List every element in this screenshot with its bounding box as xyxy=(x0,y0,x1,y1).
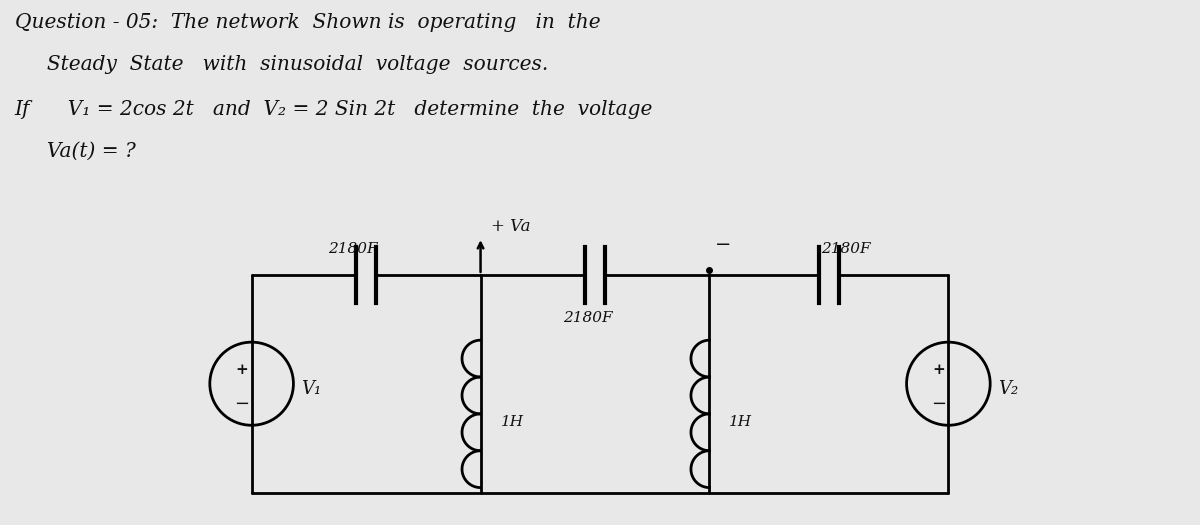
Text: V₁: V₁ xyxy=(301,380,322,397)
Text: 1H: 1H xyxy=(500,415,523,429)
Text: Question - 05:  The network  Shown is  operating   in  the: Question - 05: The network Shown is oper… xyxy=(14,13,600,32)
Text: If      V₁ = 2cos 2t   and  V₂ = 2 Sin 2t   determine  the  voltage: If V₁ = 2cos 2t and V₂ = 2 Sin 2t determ… xyxy=(14,100,653,119)
Text: 2180F: 2180F xyxy=(329,242,378,256)
Text: −: − xyxy=(931,394,946,413)
Text: V₂: V₂ xyxy=(998,380,1019,397)
Text: Steady  State   with  sinusoidal  voltage  sources.: Steady State with sinusoidal voltage sou… xyxy=(14,55,548,74)
Text: −: − xyxy=(234,394,250,413)
Text: +: + xyxy=(932,363,944,377)
Text: + Va: + Va xyxy=(491,218,530,235)
Text: 2180F: 2180F xyxy=(821,242,870,256)
Text: +: + xyxy=(235,363,248,377)
Text: 2180F: 2180F xyxy=(563,311,613,326)
Text: −: − xyxy=(714,236,731,254)
Text: Va(t) = ?: Va(t) = ? xyxy=(14,141,136,160)
Text: 1H: 1H xyxy=(730,415,752,429)
